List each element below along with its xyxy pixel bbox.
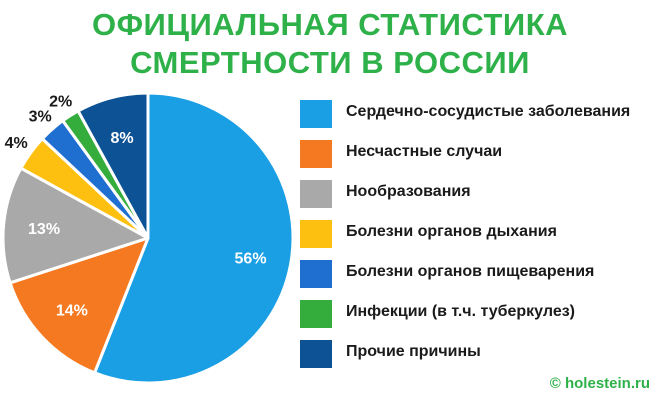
legend-label-1: Сердечно-сосудистые заболевания <box>346 103 631 120</box>
legend-item-2: Несчастные случаи <box>300 136 660 176</box>
legend-item-5: Болезни органов пищеварения <box>300 256 660 296</box>
title-line-2: СМЕРТНОСТИ В РОССИИ <box>130 45 530 80</box>
legend-swatch-3 <box>300 180 332 208</box>
legend-item-6: Инфекции (в т.ч. туберкулез) <box>300 296 660 336</box>
legend-item-4: Болезни органов дыхания <box>300 216 660 256</box>
pie-label-1: 56% <box>235 251 267 268</box>
pie-slice-3 <box>1 166 150 285</box>
title-line-1: ОФИЦИАЛЬНАЯ СТАТИСТИКА <box>91 7 569 42</box>
legend-item-7: Прочие причины <box>300 336 660 376</box>
pie-label-5: 3% <box>29 109 52 126</box>
legend-label-5: Болезни органов пищеварения <box>346 263 595 280</box>
legend-label-2: Несчастные случаи <box>346 143 503 160</box>
legend-swatch-7 <box>300 340 332 368</box>
legend-label-7: Прочие причины <box>346 343 481 360</box>
pie-slice-7 <box>76 91 150 240</box>
legend-swatch-2 <box>300 140 332 168</box>
pie-label-2: 14% <box>56 302 88 319</box>
pie-label-6: 2% <box>49 93 72 110</box>
legend-label-3: Нообразования <box>346 183 471 200</box>
legend-label-4: Болезни органов дыхания <box>346 223 557 240</box>
pie-slice-1 <box>93 91 295 385</box>
chart-legend: Сердечно-сосудистые заболевания Несчастны… <box>300 96 660 376</box>
legend-label-6: Инфекции (в т.ч. туберкулез) <box>346 303 575 320</box>
legend-swatch-1 <box>300 100 332 128</box>
page-title: ОФИЦИАЛЬНАЯ СТАТИСТИКА СМЕРТНОСТИ В РОСС… <box>0 6 660 82</box>
legend-item-1: Сердечно-сосудистые заболевания <box>300 96 660 136</box>
pie-label-7: 8% <box>110 130 133 147</box>
legend-swatch-4 <box>300 220 332 248</box>
copyright-text: © holestein.ru <box>549 375 650 392</box>
legend-item-3: Нообразования <box>300 176 660 216</box>
legend-swatch-6 <box>300 300 332 328</box>
pie-label-3: 13% <box>28 221 60 238</box>
legend-swatch-5 <box>300 260 332 288</box>
pie-label-4: 4% <box>5 135 28 152</box>
